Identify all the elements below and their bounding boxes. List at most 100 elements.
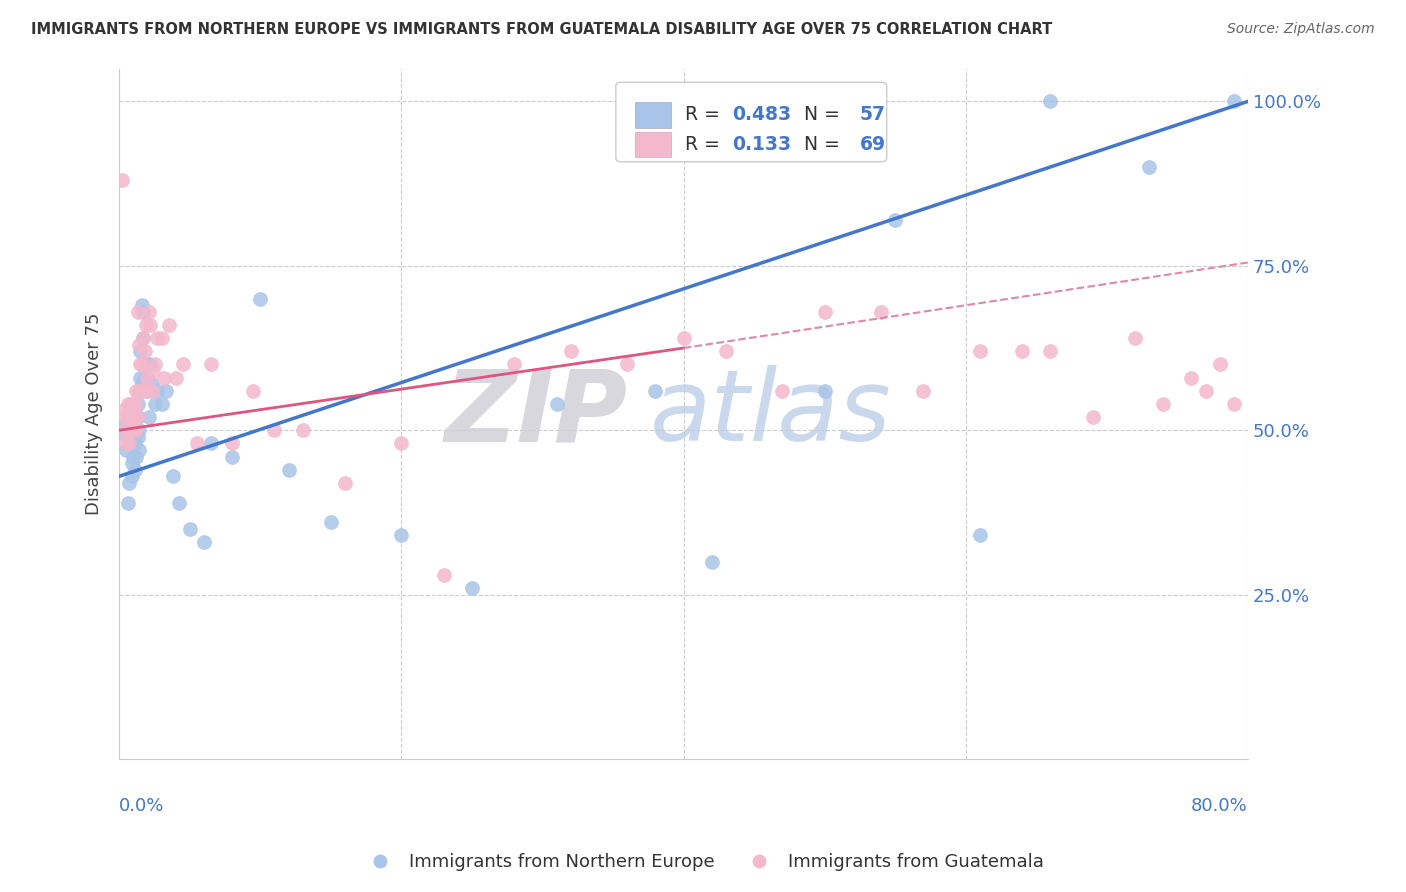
Point bbox=[172, 358, 194, 372]
Point bbox=[117, 495, 139, 509]
Point bbox=[142, 364, 165, 378]
Point bbox=[162, 469, 184, 483]
Point bbox=[131, 298, 153, 312]
Point bbox=[969, 344, 991, 359]
Point bbox=[128, 442, 150, 457]
Point bbox=[138, 410, 160, 425]
Point bbox=[132, 305, 155, 319]
Point bbox=[616, 358, 638, 372]
Text: atlas: atlas bbox=[650, 366, 891, 462]
Point bbox=[121, 423, 143, 437]
Point bbox=[131, 384, 153, 398]
Point bbox=[120, 436, 142, 450]
Point bbox=[121, 410, 143, 425]
Point bbox=[150, 331, 173, 345]
Point bbox=[814, 384, 837, 398]
Point bbox=[333, 475, 356, 490]
Point bbox=[221, 450, 243, 464]
Point bbox=[461, 581, 484, 595]
Point bbox=[136, 370, 159, 384]
Point bbox=[644, 384, 666, 398]
Point bbox=[114, 423, 136, 437]
Point bbox=[155, 384, 177, 398]
Point bbox=[391, 436, 413, 450]
Point bbox=[118, 436, 141, 450]
Point bbox=[277, 463, 299, 477]
Point bbox=[112, 426, 135, 441]
Point bbox=[115, 442, 138, 457]
Point bbox=[139, 358, 162, 372]
Point bbox=[122, 417, 145, 431]
Text: R =: R = bbox=[685, 105, 725, 124]
Point bbox=[135, 318, 157, 332]
Point bbox=[263, 423, 285, 437]
Point bbox=[120, 423, 142, 437]
Point bbox=[129, 370, 152, 384]
Point bbox=[134, 370, 156, 384]
Point bbox=[111, 173, 134, 187]
Point bbox=[291, 423, 314, 437]
Point bbox=[114, 417, 136, 431]
Point bbox=[125, 423, 148, 437]
Point bbox=[115, 410, 138, 425]
Point bbox=[200, 358, 222, 372]
Point bbox=[770, 384, 793, 398]
Point bbox=[124, 436, 146, 450]
Point bbox=[112, 403, 135, 417]
Text: 0.483: 0.483 bbox=[733, 105, 792, 124]
Point bbox=[165, 370, 187, 384]
Point bbox=[1011, 344, 1033, 359]
Point bbox=[141, 384, 163, 398]
Point bbox=[122, 450, 145, 464]
Point bbox=[200, 436, 222, 450]
Point bbox=[433, 568, 456, 582]
Y-axis label: Disability Age Over 75: Disability Age Over 75 bbox=[86, 312, 103, 515]
Point bbox=[146, 384, 169, 398]
Point bbox=[125, 450, 148, 464]
Point bbox=[1123, 331, 1146, 345]
Point bbox=[125, 423, 148, 437]
Point bbox=[120, 423, 142, 437]
Point bbox=[1081, 410, 1104, 425]
FancyBboxPatch shape bbox=[616, 82, 887, 161]
Point bbox=[135, 358, 157, 372]
Point bbox=[125, 384, 148, 398]
Text: 0.133: 0.133 bbox=[733, 135, 792, 154]
Point bbox=[391, 528, 413, 542]
Point bbox=[1180, 370, 1202, 384]
Point bbox=[121, 469, 143, 483]
Point bbox=[115, 436, 138, 450]
Text: R =: R = bbox=[685, 135, 725, 154]
Text: N =: N = bbox=[792, 135, 846, 154]
Point bbox=[186, 436, 208, 450]
Point bbox=[122, 417, 145, 431]
Point bbox=[128, 384, 150, 398]
Point bbox=[714, 344, 737, 359]
Point bbox=[870, 305, 893, 319]
Point bbox=[193, 535, 215, 549]
Point bbox=[117, 397, 139, 411]
Point bbox=[136, 384, 159, 398]
Point bbox=[1208, 358, 1230, 372]
Point bbox=[121, 456, 143, 470]
Point bbox=[118, 475, 141, 490]
Point bbox=[1194, 384, 1216, 398]
Point bbox=[143, 397, 166, 411]
Point bbox=[503, 358, 526, 372]
Point bbox=[124, 397, 146, 411]
Point bbox=[912, 384, 935, 398]
Point bbox=[127, 430, 149, 444]
Point bbox=[143, 358, 166, 372]
Point bbox=[120, 397, 142, 411]
Point bbox=[1222, 397, 1244, 411]
Point bbox=[134, 384, 156, 398]
Point bbox=[127, 410, 149, 425]
Point bbox=[242, 384, 264, 398]
Text: ZIP: ZIP bbox=[444, 366, 627, 462]
Bar bbox=[636, 132, 671, 157]
Point bbox=[884, 212, 907, 227]
Point bbox=[249, 292, 271, 306]
Point bbox=[167, 495, 190, 509]
Point bbox=[122, 403, 145, 417]
Text: 0.0%: 0.0% bbox=[120, 797, 165, 814]
